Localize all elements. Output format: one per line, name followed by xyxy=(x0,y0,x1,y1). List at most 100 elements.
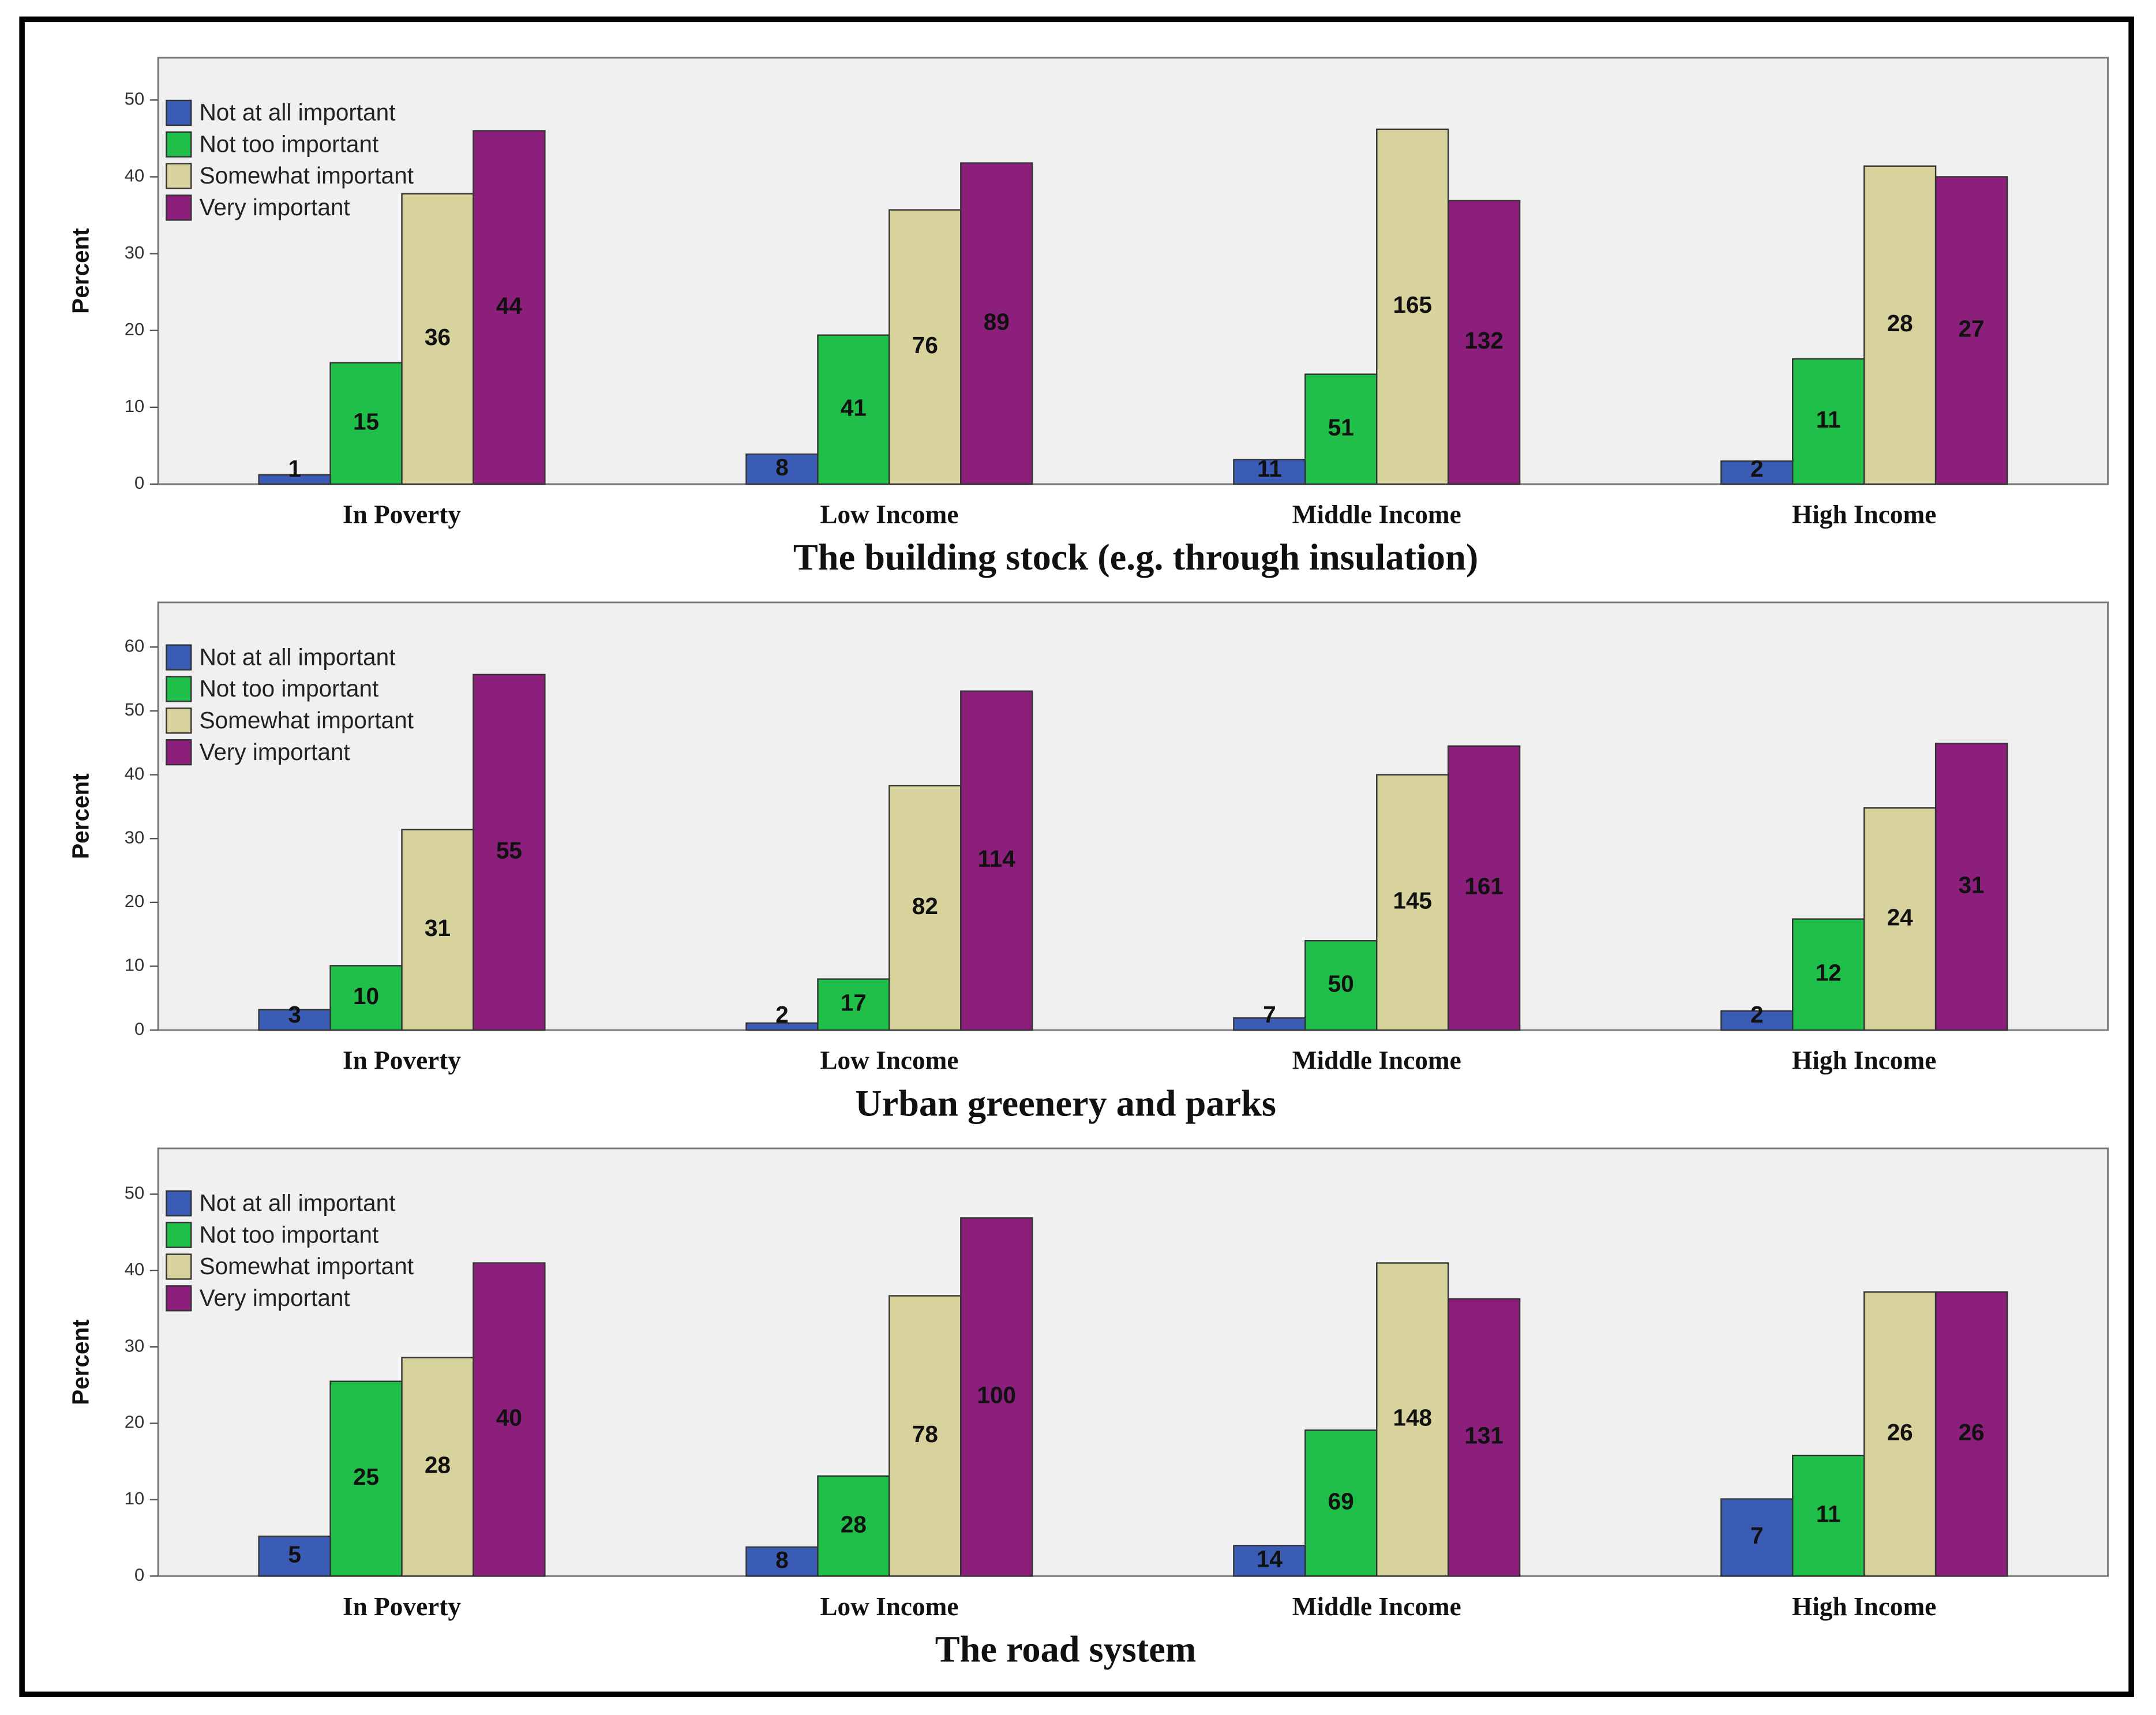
bar xyxy=(473,1262,546,1577)
bar-count-label: 50 xyxy=(1328,970,1354,997)
bar xyxy=(258,1536,331,1577)
bar xyxy=(401,829,474,1031)
bar xyxy=(817,978,890,1031)
bar-count-label: 14 xyxy=(1257,1546,1283,1572)
bar-count-label: 26 xyxy=(1959,1419,1985,1446)
bar-count-label: 100 xyxy=(977,1382,1017,1409)
y-tick-label: 20 xyxy=(125,1412,144,1432)
bar-count-label: 7 xyxy=(1750,1522,1764,1549)
bar-count-label: 31 xyxy=(425,915,451,941)
bar xyxy=(1934,743,2008,1031)
legend-swatch xyxy=(166,676,192,702)
bar-count-label: 41 xyxy=(841,395,867,421)
legend-label: Not at all important xyxy=(200,99,396,126)
bar xyxy=(888,785,962,1031)
bar-count-label: 24 xyxy=(1887,904,1914,930)
bar-count-label: 161 xyxy=(1464,873,1503,900)
y-axis-label: Percent xyxy=(68,228,94,314)
bar-count-label: 27 xyxy=(1959,315,1985,342)
bar-count-label: 28 xyxy=(425,1452,451,1478)
legend-label: Not at all important xyxy=(200,643,396,670)
bar-count-label: 131 xyxy=(1464,1422,1503,1449)
bar xyxy=(1448,1298,1521,1577)
legend-label: Not at all important xyxy=(200,1189,396,1216)
bar xyxy=(329,1380,403,1577)
legend-swatch xyxy=(166,1285,192,1312)
y-tick-label: 50 xyxy=(125,699,144,720)
x-tick-label: High Income xyxy=(1792,500,1936,529)
bar xyxy=(473,673,546,1031)
legend-label: Not too important xyxy=(200,130,379,157)
bar xyxy=(745,1546,819,1577)
bar-count-label: 165 xyxy=(1393,291,1432,318)
bar xyxy=(888,209,962,485)
bar xyxy=(960,1217,1033,1577)
legend-label: Somewhat important xyxy=(200,162,414,189)
y-tick-label: 40 xyxy=(125,763,144,784)
bar xyxy=(1792,918,1865,1031)
bar-count-label: 28 xyxy=(1887,310,1913,336)
bar xyxy=(1720,1010,1794,1031)
x-tick-label: In Poverty xyxy=(343,1046,461,1075)
y-tick-label: 30 xyxy=(125,1335,144,1355)
bar-count-label: 11 xyxy=(1257,455,1282,482)
bar-count-label: 5 xyxy=(288,1541,301,1568)
bar-count-label: 78 xyxy=(912,1421,938,1447)
bar-count-label: 40 xyxy=(496,1405,522,1431)
legend-swatch xyxy=(166,1222,192,1248)
bar xyxy=(1863,1291,1937,1577)
bar xyxy=(1233,1545,1306,1577)
chart-title: The building stock (e.g. through insulat… xyxy=(793,537,1478,578)
bar-count-label: 31 xyxy=(1959,871,1985,898)
legend-label: Very important xyxy=(200,1285,350,1311)
bar xyxy=(817,1475,890,1577)
bar xyxy=(473,130,546,485)
legend-swatch xyxy=(166,99,192,126)
y-tick-label: 30 xyxy=(125,827,144,847)
bar-count-label: 1 xyxy=(288,455,301,482)
y-tick-label: 40 xyxy=(125,1259,144,1279)
bar-count-label: 26 xyxy=(1887,1419,1913,1446)
bar-count-label: 10 xyxy=(353,983,379,1009)
bar-count-label: 11 xyxy=(1816,1500,1841,1527)
bar-count-label: 89 xyxy=(984,308,1010,335)
bar xyxy=(1863,807,1937,1031)
bar-count-label: 7 xyxy=(1263,1001,1276,1028)
y-tick-label: 0 xyxy=(134,1018,144,1039)
legend-swatch xyxy=(166,163,192,189)
y-tick-label: 20 xyxy=(125,319,144,339)
bar xyxy=(1934,1291,2008,1577)
bar-count-label: 55 xyxy=(496,837,522,864)
bar xyxy=(1792,358,1865,485)
bar-count-label: 44 xyxy=(496,292,523,319)
y-tick-label: 10 xyxy=(125,1488,144,1508)
bar xyxy=(401,193,474,485)
y-axis-label: Percent xyxy=(68,773,94,859)
legend-label: Not too important xyxy=(200,1221,379,1248)
x-tick-label: Middle Income xyxy=(1292,1046,1461,1075)
legend-swatch xyxy=(166,1190,192,1217)
bar xyxy=(1863,165,1937,485)
bar-count-label: 12 xyxy=(1816,960,1842,986)
y-tick-label: 0 xyxy=(134,473,144,493)
bar-count-label: 132 xyxy=(1464,327,1503,354)
bar xyxy=(1376,774,1449,1031)
bar xyxy=(1934,176,2008,485)
y-tick-label: 10 xyxy=(125,955,144,975)
bar xyxy=(888,1295,962,1577)
bar xyxy=(401,1357,474,1577)
bar xyxy=(1448,745,1521,1031)
bar xyxy=(329,362,403,485)
bar xyxy=(1304,373,1378,485)
x-tick-label: Low Income xyxy=(820,500,958,529)
bar xyxy=(817,334,890,485)
bar-count-label: 114 xyxy=(978,845,1016,872)
legend-swatch xyxy=(166,194,192,221)
bar-count-label: 11 xyxy=(1816,406,1841,433)
bar-count-label: 148 xyxy=(1393,1405,1432,1431)
bar-count-label: 2 xyxy=(1750,1001,1764,1028)
legend-label: Very important xyxy=(200,194,350,220)
bar xyxy=(1376,1262,1449,1577)
bar xyxy=(329,965,403,1031)
